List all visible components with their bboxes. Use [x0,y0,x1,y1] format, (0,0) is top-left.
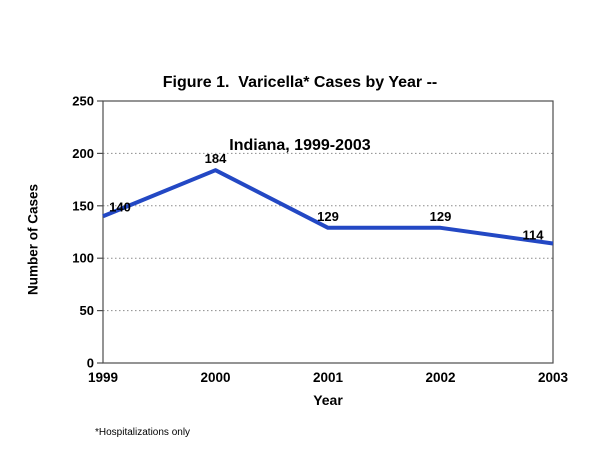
x-tick-label: 1999 [88,370,118,385]
data-label: 129 [317,209,339,224]
y-tick-label: 150 [72,198,94,213]
series-line [102,168,554,246]
x-axis-title: Year [313,392,343,408]
footnote: *Hospitalizations only [95,427,191,438]
chart-title: Figure 1. Varicella* Cases by Year -- In… [0,30,600,198]
y-tick-label: 100 [72,251,94,266]
data-label: 184 [205,151,227,166]
x-tick-label: 2001 [313,370,344,385]
plot-border [102,100,554,364]
y-tick-label: 250 [72,94,94,109]
y-tick-label: 0 [87,356,94,371]
data-label: 129 [430,209,452,224]
chart-title-line1: Figure 1. Varicella* Cases by Year -- [162,74,438,91]
x-tick-label: 2002 [425,370,455,385]
chart-title-line2: Indiana, 1999-2003 [229,137,371,154]
data-label: 140 [109,199,131,214]
y-tick-label: 200 [72,146,94,161]
x-tick-label: 2000 [200,370,230,385]
data-label: 114 [523,228,545,243]
x-tick-label: 2003 [538,370,569,385]
y-tick-label: 50 [80,303,94,318]
